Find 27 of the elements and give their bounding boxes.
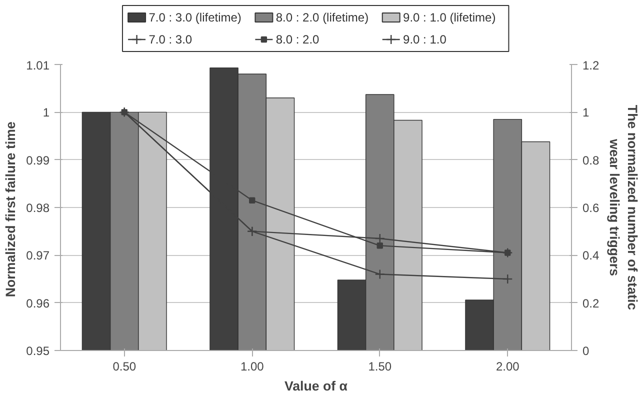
y-axis-title: Normalized first failure time bbox=[3, 122, 18, 298]
y2-tick-label: 0.2 bbox=[582, 296, 600, 310]
legend-label: 8.0 : 2.0 bbox=[276, 32, 320, 46]
y2-axis-title: The normalized number of static wear leveling triggers bbox=[607, 104, 640, 311]
legend-label: 9.0 : 1.0 (lifetime) bbox=[403, 10, 496, 24]
x-tick-label: 2.00 bbox=[496, 360, 520, 374]
y-tick-label: 0.96 bbox=[26, 296, 50, 310]
y-tick-label: 0.97 bbox=[26, 248, 50, 263]
x-axis-title: Value of α bbox=[284, 378, 348, 394]
y-tick-label: 0.98 bbox=[26, 201, 50, 215]
legend-label: 7.0 : 3.0 bbox=[148, 32, 192, 46]
x-tick-label: 1.00 bbox=[240, 360, 264, 374]
legend-label: 7.0 : 3.0 (lifetime) bbox=[148, 10, 242, 24]
y2-tick-label: 0.4 bbox=[582, 248, 600, 263]
y-tick-label: 0.99 bbox=[26, 153, 50, 168]
x-tick-label: 0.50 bbox=[112, 360, 136, 374]
x-tick-label: 1.50 bbox=[368, 360, 392, 374]
y-tick-label: 0.95 bbox=[26, 344, 50, 358]
y2-tick-label: 0.6 bbox=[582, 201, 600, 215]
y-tick-label: 1 bbox=[42, 106, 50, 120]
y2-tick-label: 1.2 bbox=[582, 58, 600, 72]
y2-tick-label: 0 bbox=[582, 344, 590, 358]
legend-label: 8.0 : 2.0 (lifetime) bbox=[276, 10, 369, 24]
y2-tick-label: 1 bbox=[582, 106, 590, 120]
y2-tick-label: 0.8 bbox=[582, 153, 600, 168]
legend-label: 9.0 : 1.0 bbox=[403, 32, 447, 46]
y-tick-label: 1.01 bbox=[26, 58, 50, 72]
